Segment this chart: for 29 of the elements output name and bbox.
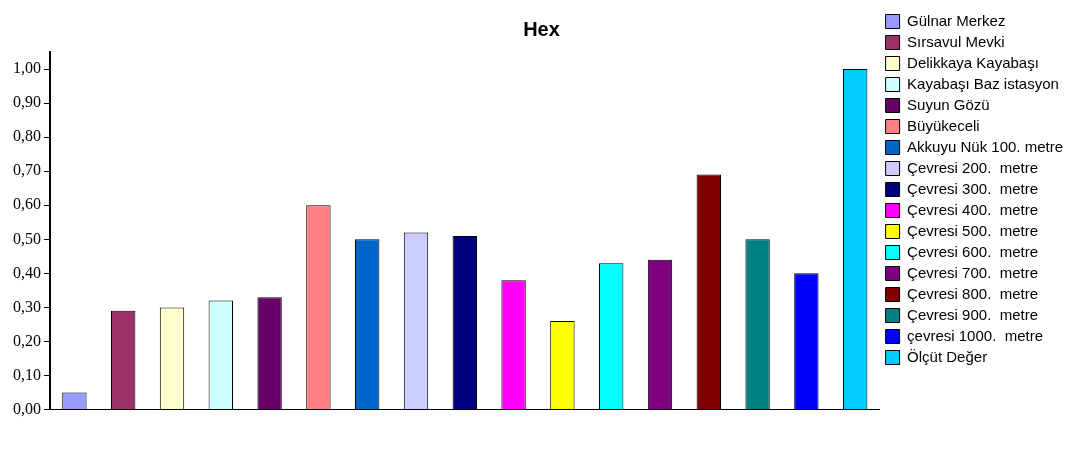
legend-label: Çevresi 300. metre <box>907 179 1038 197</box>
y-tick-label: 0,90 <box>13 93 41 111</box>
legend-label: Çevresi 500. metre <box>907 221 1038 239</box>
y-tick-label: 0,40 <box>13 263 41 281</box>
legend-label: Çevresi 800. metre <box>907 284 1038 302</box>
legend-label: Gülnar Merkez <box>907 11 1006 29</box>
legend-label: Çevresi 400. metre <box>907 200 1038 218</box>
y-tick-label: 1,00 <box>13 59 41 77</box>
y-tick-label: 0,70 <box>13 161 41 179</box>
y-tick-label: 0,60 <box>13 195 41 213</box>
legend-label: Delikkaya Kayabaşı <box>907 53 1039 71</box>
legend-label: Büyükeceli <box>907 116 980 134</box>
legend-label: Çevresi 700. metre <box>907 263 1038 281</box>
legend-label: Suyun Gözü <box>907 95 990 113</box>
chart-title: Hex <box>523 17 560 40</box>
y-tick-label: 0,00 <box>13 399 41 417</box>
legend-label: Kayabaşı Baz istasyon <box>907 74 1059 92</box>
legend-label: Ölçüt Değer <box>907 347 988 365</box>
y-tick-label: 0,80 <box>13 127 41 145</box>
legend-label: Çevresi 600. metre <box>907 242 1038 260</box>
y-tick-label: 0,20 <box>13 331 41 349</box>
legend-label: çevresi 1000. metre <box>907 326 1043 344</box>
legend-label: Çevresi 900. metre <box>907 305 1038 323</box>
y-tick-label: 0,50 <box>13 229 41 247</box>
legend-label: Akkuyu Nük 100. metre <box>907 137 1063 155</box>
y-tick-label: 0,30 <box>13 297 41 315</box>
y-tick-label: 0,10 <box>13 365 41 383</box>
legend-label: Çevresi 200. metre <box>907 158 1038 176</box>
legend-label: Sırsavul Mevki <box>907 32 1005 50</box>
